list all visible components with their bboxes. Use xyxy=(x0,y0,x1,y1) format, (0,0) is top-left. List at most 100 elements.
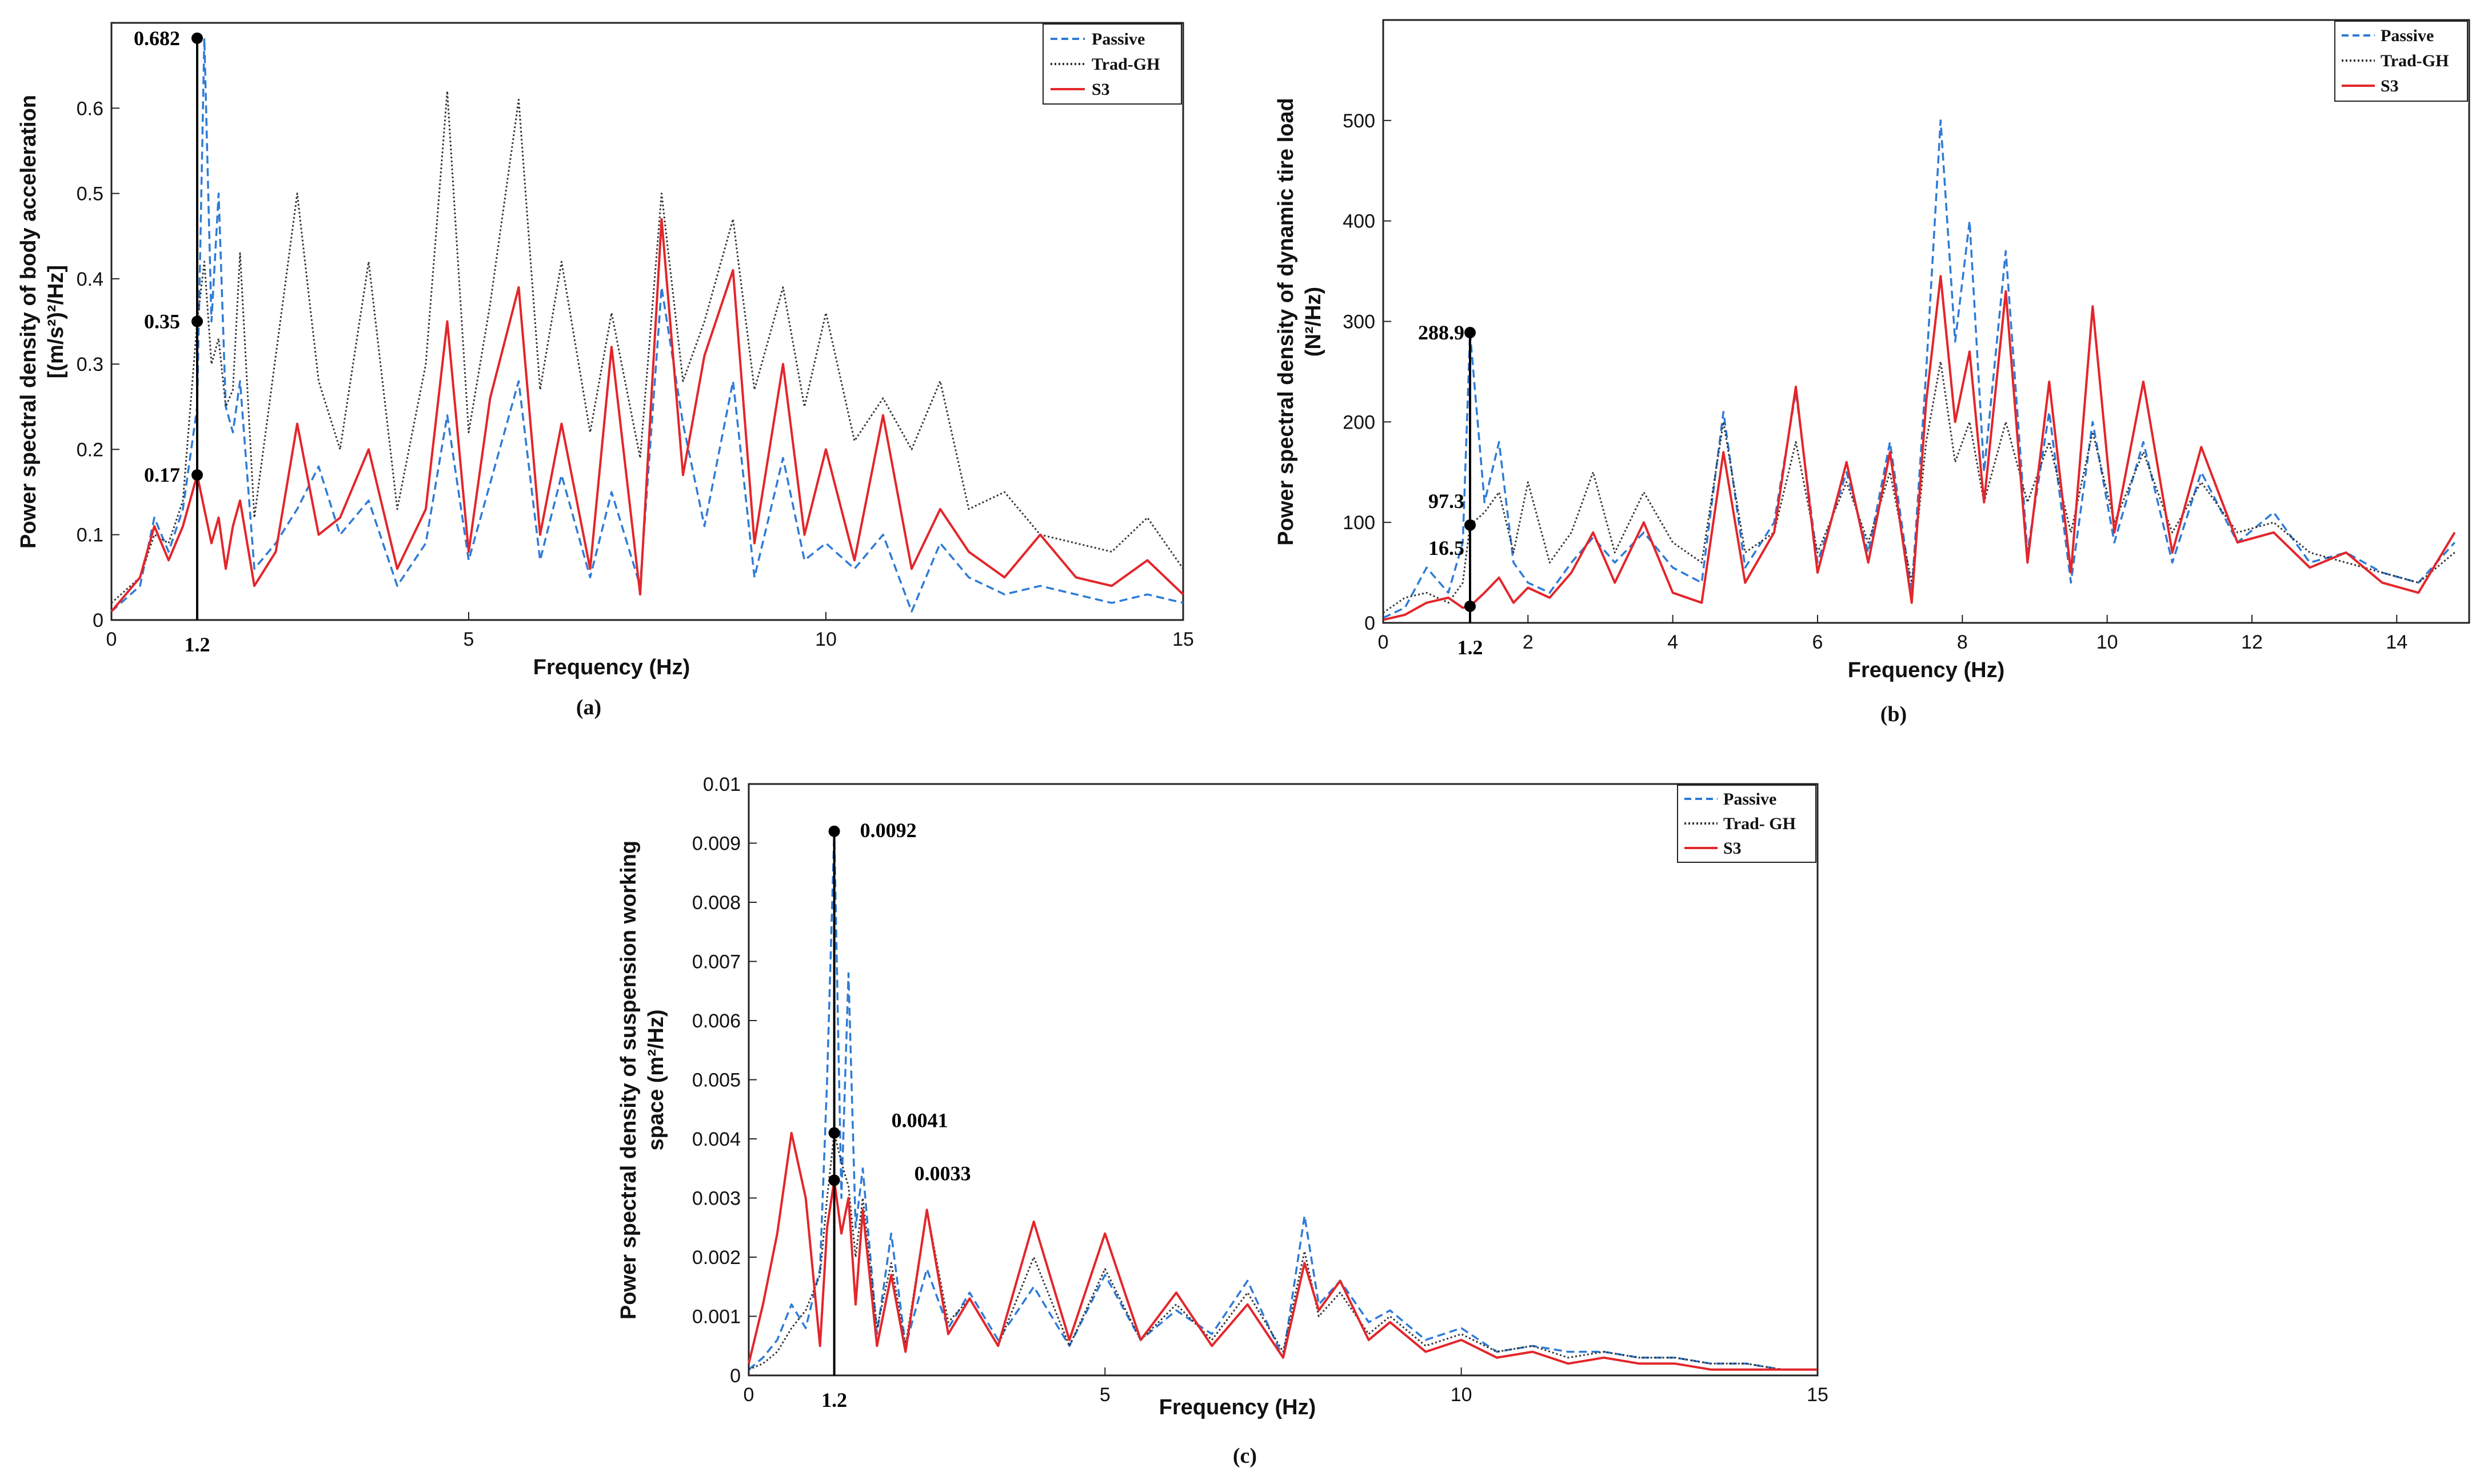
y-tick-label: 0.4 xyxy=(77,269,103,290)
x-tick-label: 10 xyxy=(1451,1384,1472,1406)
x-tick-label: 5 xyxy=(1100,1384,1111,1406)
marker-value-label: 97.3 xyxy=(1428,490,1464,513)
legend-label-trad-gh: Trad- GH xyxy=(1723,814,1796,833)
tick-layer: 0 5 10 15 0 0.001 0.002 0.003 0.004 0.005 0.006 0.0… xyxy=(692,774,1828,1406)
legend-label-s3: S3 xyxy=(2381,77,2399,95)
panel-label: (b) xyxy=(1880,702,1907,726)
marker-value-label: 0.0041 xyxy=(892,1109,948,1132)
y-tick-label: 0.5 xyxy=(77,183,103,205)
tick-layer: 0 2 4 6 8 10 12 14 0 100 200 300 400 500 xyxy=(1343,110,2407,653)
y-tick-label: 200 xyxy=(1343,411,1375,433)
y-tick-label: 0.005 xyxy=(692,1070,741,1091)
x-tick-label: 0 xyxy=(106,629,117,650)
y-tick-label: 0.6 xyxy=(77,98,103,119)
marker-layer: 1.2 0.682 0.35 0.17 xyxy=(134,27,210,656)
y-tick-label: 0.003 xyxy=(692,1188,741,1210)
x-axis-label: Frequency (Hz) xyxy=(533,655,690,679)
chart-panel-c: 0 5 10 15 0 0.001 0.002 0.003 0.004 0.005 0.006 0.0… xyxy=(617,774,1828,1468)
marker-x-label: 1.2 xyxy=(821,1389,847,1411)
y-tick-label: 100 xyxy=(1343,512,1375,534)
y-tick-label: 0 xyxy=(730,1365,741,1387)
x-tick-label: 15 xyxy=(1807,1384,1828,1406)
y-tick-label: 0 xyxy=(1364,613,1375,634)
legend-label-s3: S3 xyxy=(1092,80,1110,99)
y-tick-label: 500 xyxy=(1343,110,1375,132)
legend-label-s3: S3 xyxy=(1723,839,1742,858)
series-line-s3 xyxy=(1383,275,2456,621)
legend: Passive Trad-GH S3 xyxy=(2334,21,2468,102)
marker-value-label: 0.682 xyxy=(134,27,180,50)
y-tick-label: 0.01 xyxy=(703,774,741,795)
panel-label: (c) xyxy=(1233,1444,1257,1468)
y-axis-label: Power spectral density of dynamic tire l… xyxy=(1274,98,1298,545)
marker-point xyxy=(191,315,203,327)
marker-point xyxy=(1464,327,1476,339)
x-tick-label: 15 xyxy=(1172,629,1194,650)
marker-point xyxy=(828,1174,840,1186)
marker-value-label: 0.0033 xyxy=(914,1162,971,1185)
series-line-passive xyxy=(110,37,1184,613)
y-tick-label: 0.3 xyxy=(77,354,103,375)
y-axis-label: Power spectral density of suspension wor… xyxy=(617,841,641,1319)
marker-point xyxy=(191,469,203,481)
legend-label-trad-gh: Trad-GH xyxy=(1092,55,1160,74)
marker-x-label: 1.2 xyxy=(1457,636,1483,659)
series-layer xyxy=(110,37,1184,613)
marker-point xyxy=(828,1127,840,1139)
x-tick-label: 12 xyxy=(2241,631,2263,653)
y-tick-label: 0.2 xyxy=(77,439,103,461)
y-tick-label: 0.1 xyxy=(77,525,103,546)
x-axis-label: Frequency (Hz) xyxy=(1159,1395,1316,1419)
y-axis-label: Power spectral density of body accelerat… xyxy=(17,95,41,549)
panel-label: (a) xyxy=(576,695,601,719)
y-axis-label-units: [(m/s²)²/Hz] xyxy=(44,265,68,378)
marker-value-label: 16.5 xyxy=(1428,537,1464,559)
x-tick-label: 0 xyxy=(744,1384,754,1406)
series-layer xyxy=(1383,119,2456,621)
legend-label-passive: Passive xyxy=(1723,790,1776,809)
y-tick-label: 0 xyxy=(93,610,103,631)
x-axis-label: Frequency (Hz) xyxy=(1848,658,2004,682)
x-tick-label: 2 xyxy=(1523,631,1533,653)
plot-frame xyxy=(110,22,1184,621)
marker-point xyxy=(1464,600,1476,612)
y-tick-label: 0.009 xyxy=(692,833,741,855)
plot-frame xyxy=(1382,19,2470,624)
y-tick-label: 300 xyxy=(1343,311,1375,333)
x-tick-label: 4 xyxy=(1667,631,1678,653)
y-tick-label: 0.002 xyxy=(692,1247,741,1269)
x-tick-label: 8 xyxy=(1957,631,1968,653)
series-line-passive xyxy=(748,830,1818,1371)
marker-x-label: 1.2 xyxy=(185,633,210,656)
marker-value-label: 288.9 xyxy=(1418,321,1464,344)
marker-value-label: 0.35 xyxy=(144,310,180,333)
x-tick-label: 0 xyxy=(1378,631,1389,653)
legend: Passive Trad- GH S3 xyxy=(1677,785,1816,863)
x-tick-label: 5 xyxy=(464,629,474,650)
x-tick-label: 6 xyxy=(1812,631,1823,653)
y-tick-label: 0.004 xyxy=(692,1129,741,1150)
series-line-trad-gh xyxy=(111,90,1184,604)
chart-panel-a: 0 5 10 15 0 0.1 0.2 0.3 0.4 0.5 0.6 1.2 0.682 0.35 0.… xyxy=(17,22,1194,719)
marker-layer: 1.2 0.0092 0.0041 0.0033 xyxy=(821,819,971,1411)
y-tick-label: 0.007 xyxy=(692,951,741,973)
legend-label-passive: Passive xyxy=(1092,30,1145,49)
series-line-s3 xyxy=(748,1131,1818,1371)
y-tick-label: 0.006 xyxy=(692,1010,741,1032)
legend-box xyxy=(1043,23,1182,105)
series-layer xyxy=(748,830,1818,1371)
legend-label-trad-gh: Trad-GH xyxy=(2381,51,2449,70)
legend: Passive Trad-GH S3 xyxy=(1043,23,1182,105)
tick-layer: 0 5 10 15 0 0.1 0.2 0.3 0.4 0.5 0.6 xyxy=(77,98,1194,650)
legend-label-passive: Passive xyxy=(2381,26,2434,45)
series-line-s3 xyxy=(110,218,1184,613)
marker-value-label: 0.17 xyxy=(144,463,180,486)
y-axis-label-units: (N²/Hz) xyxy=(1301,287,1325,357)
marker-point xyxy=(191,32,203,44)
marker-value-label: 0.0092 xyxy=(860,819,917,842)
y-tick-label: 0.008 xyxy=(692,892,741,914)
marker-layer: 1.2 288.9 97.3 16.5 xyxy=(1418,321,1483,659)
y-tick-label: 0.001 xyxy=(692,1306,741,1328)
chart-panel-b: 0 2 4 6 8 10 12 14 0 100 200 300 400 500 1.2 288.9 97.3… xyxy=(1274,19,2470,726)
